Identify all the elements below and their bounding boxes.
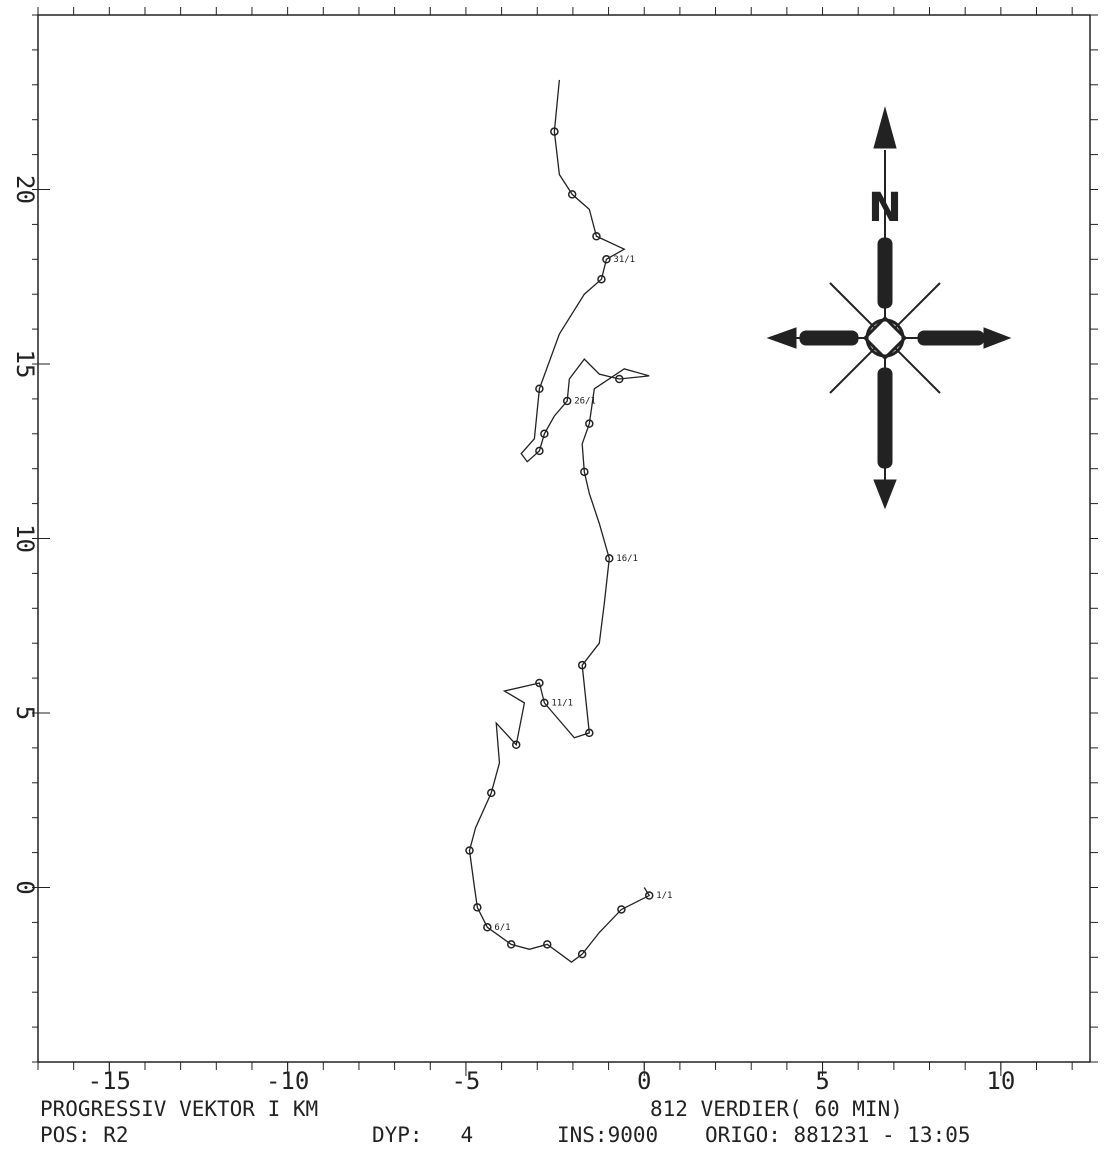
- footer-ins: INS:9000: [557, 1123, 658, 1147]
- footer-count: 812 VERDIER( 60 MIN): [650, 1097, 903, 1121]
- day-label: 16/1: [616, 554, 638, 564]
- footer-title: PROGRESSIV VEKTOR I KM: [40, 1097, 318, 1121]
- chart: N PROGRESSIV VEKTOR I KM 812 VERDIER( 60…: [0, 0, 1114, 1160]
- y-tick-label: 0: [11, 880, 39, 894]
- day-label: 11/1: [551, 698, 573, 708]
- footer-origin: ORIGO: 881231 - 13:05: [705, 1123, 971, 1147]
- y-tick-label: 10: [11, 524, 39, 553]
- x-tick-label: -10: [266, 1067, 309, 1095]
- y-tick-label: 20: [11, 175, 39, 204]
- svg-text:N: N: [868, 185, 901, 231]
- y-tick-label: 5: [11, 706, 39, 720]
- page: {"chart_data":{"type":"line","color":"#2…: [0, 0, 1114, 1160]
- day-label: 31/1: [613, 255, 635, 265]
- footer-pos: POS: R2: [40, 1123, 129, 1147]
- x-tick-label: -5: [451, 1067, 480, 1095]
- day-label: 1/1: [656, 891, 672, 901]
- compass-rose: N: [768, 108, 1010, 508]
- day-label: 26/1: [574, 396, 596, 406]
- track: [469, 80, 649, 962]
- plot-frame: [38, 15, 1090, 1062]
- x-tick-label: 10: [986, 1067, 1015, 1095]
- day-label: 6/1: [494, 923, 510, 933]
- y-tick-label: 15: [11, 350, 39, 379]
- footer-depth: DYP: 4: [372, 1123, 473, 1147]
- x-tick-label: 5: [815, 1067, 829, 1095]
- x-tick-label: -15: [88, 1067, 131, 1095]
- x-tick-label: 0: [637, 1067, 651, 1095]
